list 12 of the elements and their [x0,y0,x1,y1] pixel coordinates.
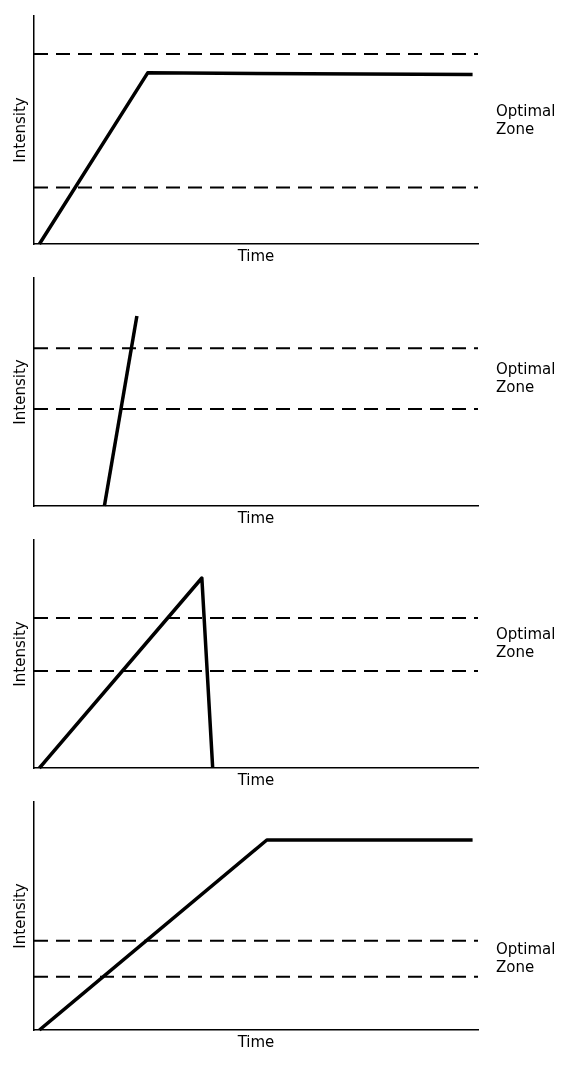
x-axis-title: Time [236,508,275,527]
x-axis-title: Time [236,246,275,265]
y-axis-title: Intensity [10,883,29,949]
y-axis-title: Intensity [10,97,29,163]
x-axis-title: Time [236,1032,275,1051]
text: Optimal Zone [496,939,556,976]
y-axis-title: Intensity [10,359,29,425]
y-axis-title: Intensity [10,621,29,687]
x-axis-title: Time [236,770,275,789]
text: Optimal Zone [496,101,556,138]
text: Optimal Zone [496,359,556,396]
text: Optimal Zone [496,625,556,662]
